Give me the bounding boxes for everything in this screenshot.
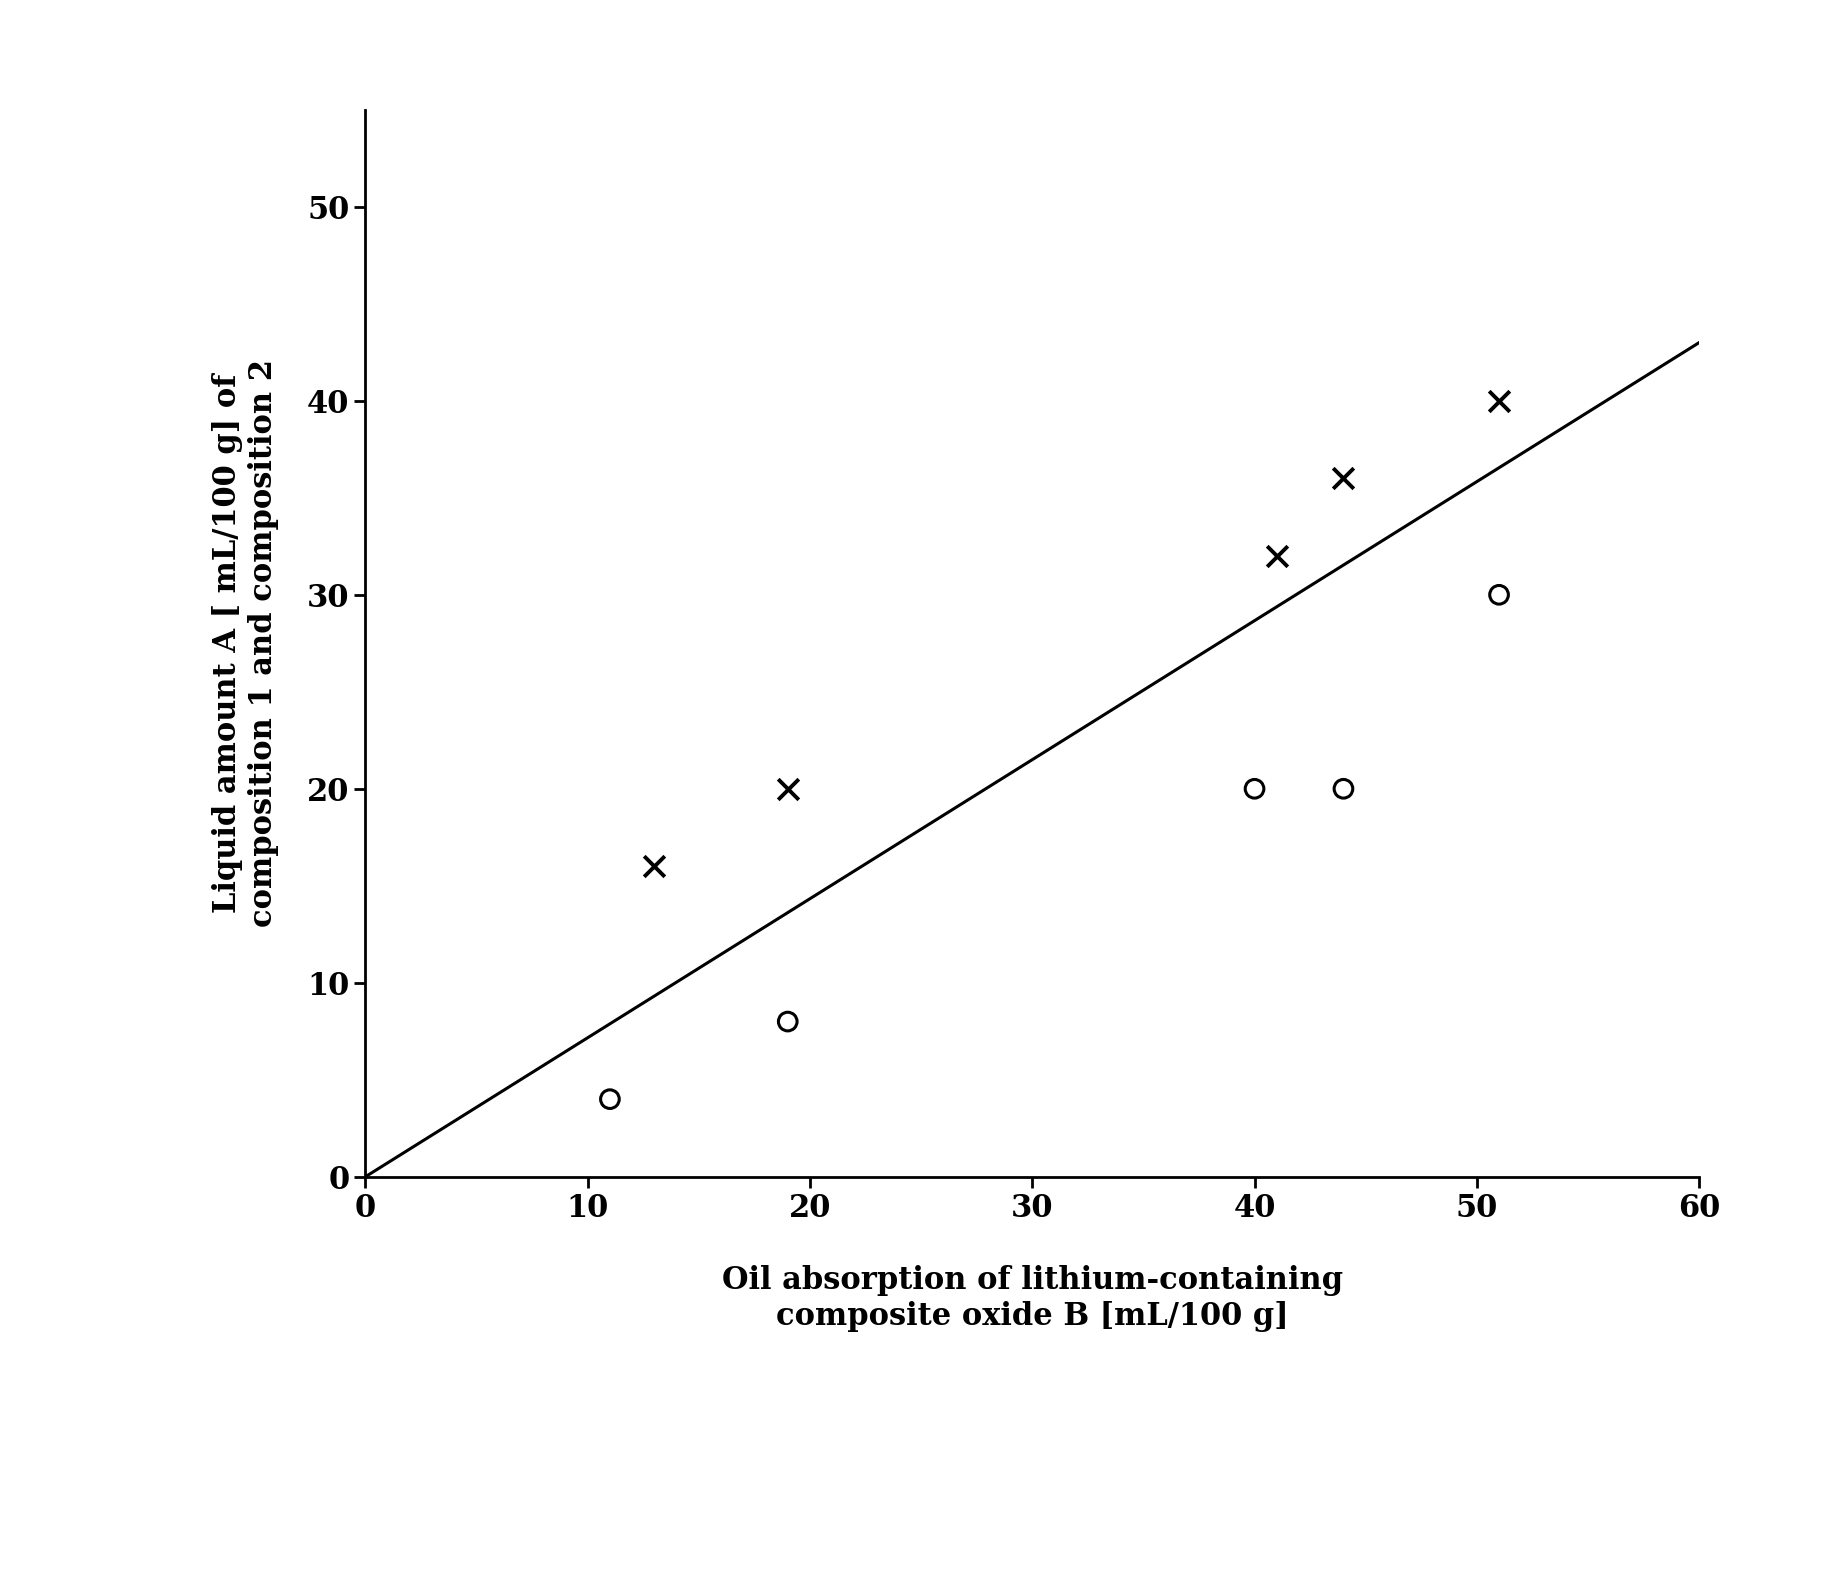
Point: [639, 854, 669, 879]
Point: [1484, 582, 1513, 607]
Point: [773, 1009, 802, 1034]
Point: [1262, 543, 1292, 568]
Point: [1328, 777, 1357, 802]
Point: [1241, 777, 1270, 802]
Point: [596, 1087, 625, 1112]
Y-axis label: Liquid amount A [ mL/100 g] of
composition 1 and composition 2: Liquid amount A [ mL/100 g] of compositi…: [212, 359, 280, 927]
Point: [1328, 466, 1357, 491]
Point: [1484, 388, 1513, 413]
X-axis label: Oil absorption of lithium-containing
composite oxide B [mL/100 g]: Oil absorption of lithium-containing com…: [722, 1265, 1343, 1332]
Point: [773, 777, 802, 802]
